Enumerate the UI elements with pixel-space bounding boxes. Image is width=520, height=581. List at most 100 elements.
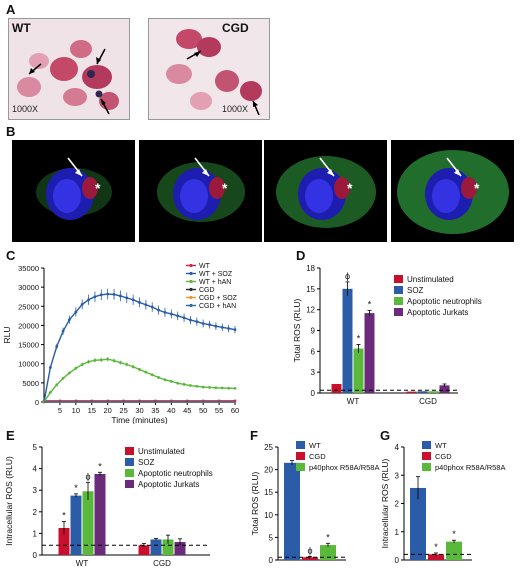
- legend-swatch: [125, 447, 134, 455]
- significance-marker: ϕ: [85, 472, 90, 482]
- y-tick-label: 3: [311, 368, 316, 377]
- category-label: WT: [76, 559, 89, 568]
- y-axis-label: Total ROS (RLU): [250, 471, 260, 535]
- micrograph-cgd-label: CGD: [222, 21, 249, 35]
- legend-label: Apoptotic neutrophils: [407, 297, 482, 306]
- fluorescence-frame-1: *: [12, 140, 135, 242]
- bar: [353, 348, 364, 393]
- legend-label: SOZ: [138, 458, 155, 467]
- category-label: CGD: [419, 397, 437, 406]
- fluorescence-marker: *: [347, 180, 353, 196]
- legend-label: CGD + hAN: [199, 303, 236, 310]
- chart-f: 0 5 10 15 20 25 Total ROS (RLU) ϕ * WT CGD p40phox …: [250, 441, 379, 565]
- legend-label: Apoptotic Jurkats: [407, 308, 468, 317]
- chart-g: 0 1 2 3 4 Intracellular ROS (RLU) * * WT CGD p40ph…: [380, 441, 505, 565]
- legend-swatch: [422, 452, 431, 460]
- y-tick-label: 2: [33, 508, 38, 517]
- x-tick-label: 60: [231, 406, 239, 415]
- x-tick-label: 15: [88, 406, 96, 415]
- fluorescence-marker: *: [95, 180, 101, 196]
- panel-letter-g: G: [380, 428, 391, 443]
- y-tick-label: 10000: [18, 360, 39, 369]
- fluorescence-frame-4: *: [391, 140, 514, 242]
- y-tick-label: 3: [33, 486, 38, 495]
- y-tick-label: 9: [311, 327, 316, 336]
- chart-e: 0 1 2 3 4 5 Intracellular ROS (RLU) WT CGD * * ϕ * Un…: [4, 443, 213, 568]
- y-tick-label: 15000: [18, 341, 39, 350]
- y-tick-label: 2: [395, 500, 400, 509]
- y-tick-label: 15: [264, 488, 273, 497]
- bar: [284, 462, 300, 560]
- panel-letter-d: D: [296, 248, 306, 263]
- bar: [410, 487, 426, 560]
- legend-swatch-point: [189, 295, 193, 300]
- y-tick-label: 6: [311, 347, 316, 356]
- y-tick-label: 10: [264, 511, 273, 520]
- bar: [428, 391, 439, 393]
- y-axis-label: Total ROS (RLU): [292, 298, 302, 362]
- bar: [94, 474, 106, 555]
- micrograph-cgd-cells: [166, 29, 262, 116]
- significance-marker: ϕ: [345, 271, 350, 281]
- x-axis-label: Time (minutes): [111, 415, 168, 424]
- bar: [331, 383, 342, 393]
- x-tick-label: 40: [167, 406, 175, 415]
- fluorescence-frame-3: *: [264, 140, 387, 242]
- significance-marker: *: [74, 483, 78, 493]
- legend-swatch: [296, 463, 305, 471]
- legend-swatch: [394, 297, 403, 305]
- y-axis-label: RLU: [2, 326, 12, 343]
- y-tick-label: 5: [33, 443, 38, 452]
- series-line-1: [43, 293, 236, 403]
- fluorescence-marker: *: [474, 180, 480, 196]
- bar: [364, 313, 375, 393]
- y-tick-label: 3: [395, 471, 400, 480]
- legend-label: Apoptotic Jurkats: [138, 480, 199, 489]
- legend-label: CGD: [435, 452, 452, 461]
- bar: [138, 545, 150, 555]
- bar: [150, 539, 162, 555]
- x-tick-label: 5: [58, 406, 62, 415]
- bar: [82, 491, 94, 555]
- bar: [302, 557, 318, 560]
- legend-label: WT + hAN: [199, 279, 231, 286]
- fluorescence-frame-2: *: [139, 140, 262, 242]
- y-tick-label: 25000: [18, 302, 39, 311]
- y-tick-label: 5000: [22, 379, 39, 388]
- bar: [70, 495, 82, 555]
- bar: [174, 542, 186, 555]
- bar: [342, 288, 353, 393]
- legend-label: CGD + SOZ: [199, 295, 238, 302]
- bar: [406, 391, 417, 393]
- panel-letter-b: B: [6, 124, 16, 139]
- bar: [417, 391, 428, 393]
- x-tick-label: 35: [151, 406, 159, 415]
- category-label: CGD: [153, 559, 171, 568]
- micrograph-cgd: [148, 18, 270, 120]
- x-tick-label: 55: [215, 406, 223, 415]
- y-tick-label: 0: [311, 389, 316, 398]
- legend-label: Unstimulated: [407, 275, 454, 284]
- legend-label: WT: [309, 441, 321, 450]
- y-tick-label: 0: [269, 556, 274, 565]
- significance-marker: *: [326, 532, 330, 542]
- x-tick-label: 30: [135, 406, 143, 415]
- x-tick-label: 45: [183, 406, 191, 415]
- legend-label: WT: [435, 441, 447, 450]
- bar: [162, 539, 174, 555]
- legend-swatch: [125, 458, 134, 466]
- legend-label: WT: [199, 263, 211, 270]
- significance-marker: *: [62, 511, 66, 521]
- significance-marker: *: [368, 299, 372, 309]
- micrograph-wt-label: WT: [12, 21, 31, 35]
- legend-label: CGD: [309, 452, 326, 461]
- legend-swatch: [296, 441, 305, 449]
- x-tick-label: 10: [72, 406, 80, 415]
- legend-swatch: [422, 441, 431, 449]
- legend-label: p40phox R58A/R58A: [309, 463, 379, 472]
- y-axis-label: Intracellular ROS (RLU): [380, 458, 390, 548]
- significance-marker: *: [434, 542, 438, 552]
- legend-swatch-point: [189, 271, 193, 276]
- legend-swatch: [394, 286, 403, 294]
- legend-swatch-point: [189, 287, 193, 292]
